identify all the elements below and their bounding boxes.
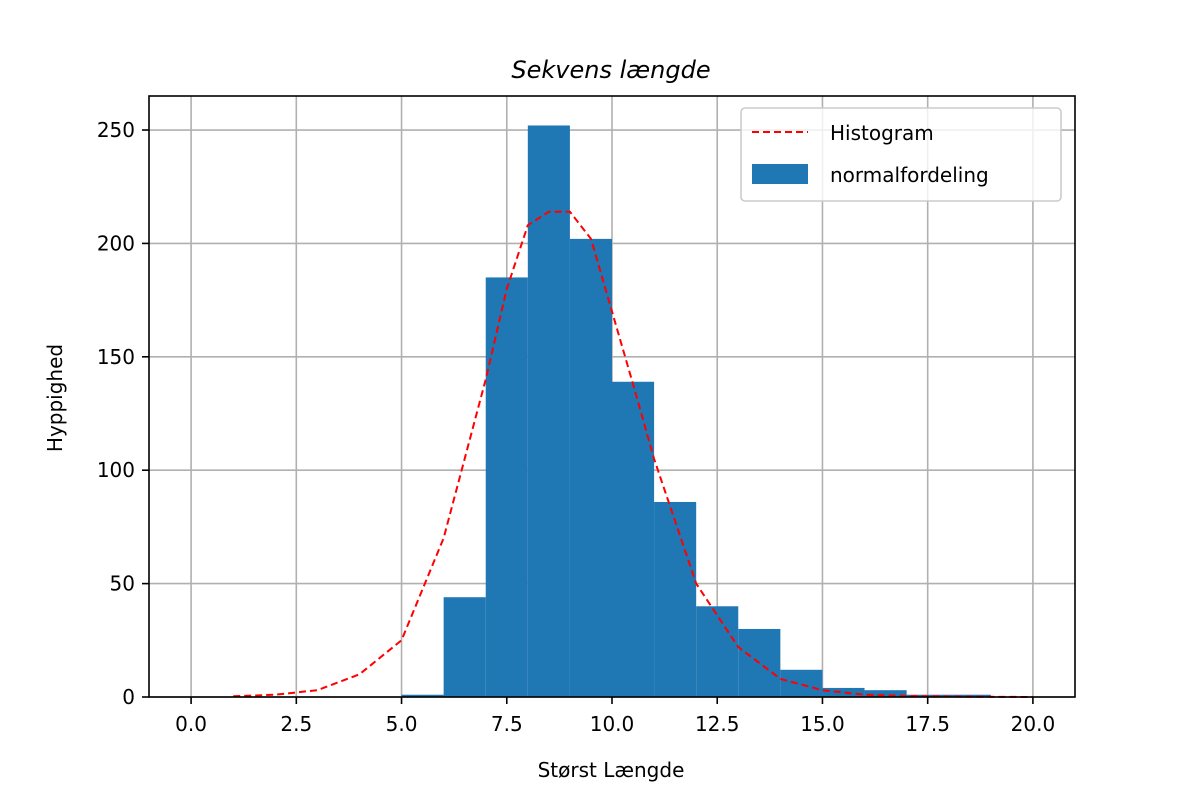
x-tick-label: 7.5 <box>491 712 523 736</box>
histogram-bar <box>864 690 907 697</box>
ticks-layer: 0.0 2.5 5.0 7.5 10.0 12.5 15.0 17.5 20.0 0 50 100 15… <box>97 118 1055 736</box>
histogram-bar <box>443 597 486 697</box>
bars-layer <box>401 125 991 697</box>
legend-frame <box>740 107 1062 202</box>
chart-title: Sekvens længde <box>511 56 710 84</box>
normal-curve-line <box>233 210 1033 698</box>
legend-line-label: Histogram <box>830 121 934 145</box>
x-tick-label: 0.0 <box>175 712 207 736</box>
histogram-bar <box>527 125 570 697</box>
histogram-bar <box>822 687 865 697</box>
histogram-bar <box>654 501 697 697</box>
line-layer <box>233 210 1033 698</box>
y-tick-label: 100 <box>97 458 135 482</box>
y-tick-label: 0 <box>122 685 135 709</box>
histogram-bar <box>401 694 444 697</box>
x-tick-label: 12.5 <box>695 712 740 736</box>
y-axis-label: Hyppighed <box>43 344 67 452</box>
y-tick-label: 250 <box>97 118 135 142</box>
x-tick-label: 5.0 <box>386 712 418 736</box>
histogram-bar <box>780 669 823 697</box>
legend-bar-swatch <box>752 164 808 184</box>
legend: Histogram normalfordeling <box>740 107 1062 202</box>
x-tick-label: 17.5 <box>905 712 950 736</box>
histogram-bar <box>612 381 655 697</box>
x-tick-label: 20.0 <box>1011 712 1056 736</box>
histogram-bar <box>569 238 612 697</box>
x-tick-label: 2.5 <box>280 712 312 736</box>
histogram-bar <box>485 277 528 697</box>
x-axis-label: Størst Længde <box>538 758 685 782</box>
histogram-bar <box>696 606 739 697</box>
y-tick-label: 150 <box>97 345 135 369</box>
y-tick-label: 200 <box>97 231 135 255</box>
legend-bar-label: normalfordeling <box>830 163 989 187</box>
x-tick-label: 15.0 <box>800 712 845 736</box>
x-tick-label: 10.0 <box>590 712 635 736</box>
y-tick-label: 50 <box>110 572 135 596</box>
